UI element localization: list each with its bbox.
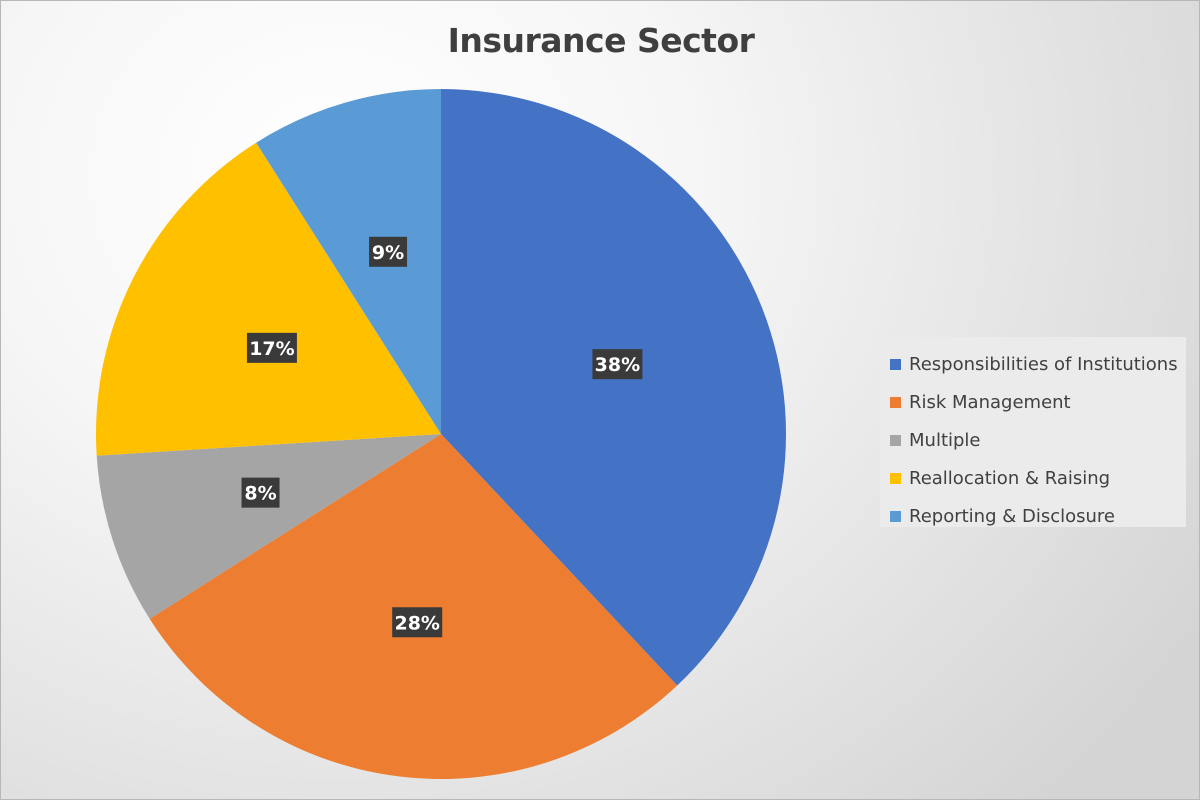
pie-slice-3: [96, 434, 441, 619]
legend-swatch: [890, 472, 901, 484]
data-label-text: 38%: [595, 354, 640, 376]
legend-label: Risk Management: [909, 391, 1071, 413]
legend: Responsibilities of Institutions Risk Man…: [880, 337, 1186, 527]
legend-item-2: Risk Management: [880, 383, 1186, 421]
legend-swatch: [890, 358, 901, 370]
legend-item-1: Responsibilities of Institutions: [880, 345, 1186, 383]
data-label-box: [246, 332, 297, 363]
legend-swatch: [890, 434, 901, 446]
data-label-text: 9%: [372, 242, 404, 264]
data-label-2: 28%: [392, 607, 443, 638]
data-label-box: [241, 477, 280, 508]
legend-label: Responsibilities of Institutions: [909, 353, 1178, 375]
data-label-box: [592, 349, 643, 380]
legend-item-4: Reallocation & Raising: [880, 459, 1186, 497]
legend-label: Reallocation & Raising: [909, 467, 1111, 489]
data-label-3: 8%: [241, 477, 280, 508]
data-label-4: 17%: [246, 332, 297, 363]
pie-slice-5: [256, 89, 441, 434]
data-label-1: 38%: [592, 349, 643, 380]
data-label-text: 17%: [249, 338, 294, 360]
legend-label: Reporting & Disclosure: [909, 505, 1115, 527]
pie-slice-1: [441, 89, 787, 686]
data-label-text: 28%: [394, 612, 439, 634]
pie-slice-4: [95, 142, 441, 456]
legend-item-5: Reporting & Disclosure: [880, 497, 1186, 535]
legend-swatch: [890, 396, 901, 408]
chart-title: Insurance Sector: [447, 21, 755, 60]
data-label-box: [392, 607, 443, 638]
legend-item-3: Multiple: [880, 421, 1186, 459]
legend-swatch: [890, 510, 901, 522]
data-label-box: [369, 236, 408, 267]
pie-slice-2: [149, 434, 678, 779]
legend-label: Multiple: [909, 429, 981, 451]
data-labels: 38% 28% 8% 17% 9%: [241, 236, 643, 638]
data-label-text: 8%: [244, 483, 276, 505]
data-label-5: 9%: [369, 236, 408, 267]
